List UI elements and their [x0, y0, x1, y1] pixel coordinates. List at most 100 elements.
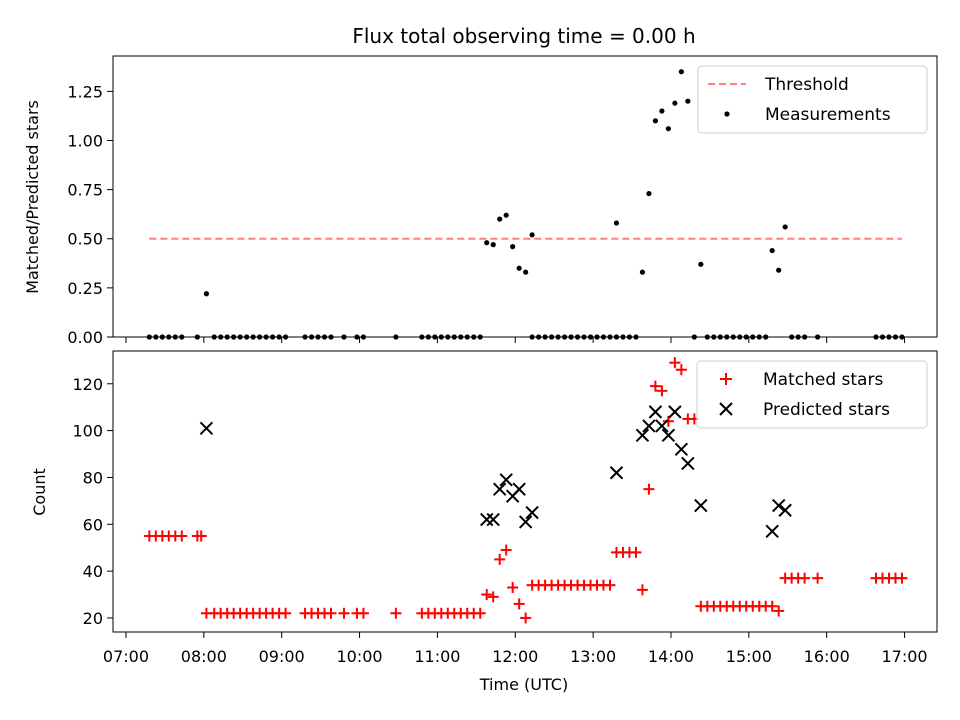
matched-stars-point: [481, 589, 493, 601]
measurement-point: [244, 334, 250, 340]
measurement-point: [360, 334, 367, 340]
measurement-point: [542, 334, 548, 340]
legend-measurements-swatch: [724, 111, 730, 117]
legend-predicted-swatch: [719, 402, 733, 416]
measurement-point: [665, 126, 671, 132]
y-tick-label: 1.00: [67, 131, 103, 150]
measurement-point: [218, 334, 224, 340]
matched-stars-point: [338, 607, 350, 619]
measurement-point: [626, 334, 633, 340]
matched-stars-point: [669, 357, 681, 369]
measurement-point: [231, 334, 237, 340]
predicted-stars-point: [512, 482, 526, 496]
measurement-point: [717, 334, 723, 340]
measurement-point: [678, 69, 684, 75]
top-panel-frame: [112, 55, 938, 338]
matched-stars-point: [766, 600, 778, 612]
measurement-point: [282, 334, 289, 340]
matched-stars-point: [675, 364, 687, 376]
predicted-stars-point: [694, 498, 708, 513]
measurement-point: [652, 118, 659, 124]
measurement-point: [510, 244, 516, 250]
measurement-point: [620, 334, 626, 340]
x-tick-label: 09:00: [259, 647, 305, 666]
measurement-point: [438, 334, 444, 340]
measurement-point: [795, 334, 801, 340]
legend-predicted-label: Predicted stars: [763, 400, 890, 420]
measurement-point: [166, 334, 172, 340]
measurement-point: [613, 334, 620, 340]
matched-stars-point: [630, 546, 642, 558]
matched-stars-point: [390, 607, 402, 619]
bottom-y-ticks: 20 40 60 80 100 120: [72, 375, 113, 628]
measurement-point: [302, 334, 308, 340]
matched-stars-point: [656, 385, 668, 397]
matched-stars-point: [520, 612, 532, 624]
measurement-point: [432, 334, 438, 340]
measurement-point: [899, 334, 905, 340]
measurement-point: [523, 269, 529, 275]
predicted-stars-point: [655, 419, 669, 433]
measurement-point: [600, 334, 607, 340]
measurement-point: [250, 334, 256, 340]
measurement-point: [270, 334, 276, 340]
measurement-point: [484, 240, 490, 246]
predicted-stars-point: [525, 505, 539, 520]
matched-stars-point: [176, 530, 188, 542]
top-plot-area: [146, 69, 905, 340]
matched-stars-point: [799, 572, 811, 584]
top-y-ticks: 0.00 0.25 0.50 0.75 1.00 1.25: [67, 82, 113, 347]
measurement-point: [815, 334, 821, 340]
measurement-point: [763, 334, 769, 340]
matched-stars-point: [643, 483, 655, 495]
top-legend-frame: [697, 65, 928, 134]
measurement-point: [529, 334, 535, 340]
matched-stars-point: [662, 415, 674, 427]
measurement-point: [516, 265, 522, 271]
bottom-panel: 20 40 60 80 100 120 07:00 08:00 09:00 10:00 11:00…: [30, 350, 938, 666]
measurement-point: [203, 291, 210, 297]
predicted-stars-point: [681, 456, 695, 471]
measurement-point: [879, 334, 886, 340]
measurement-point: [354, 334, 360, 340]
y-tick-label: 0.25: [67, 279, 103, 298]
measurement-point: [737, 334, 743, 340]
measurement-point: [886, 334, 892, 340]
predicted-stars-point: [661, 428, 676, 443]
y-tick-label: 60: [83, 515, 103, 534]
x-tick-label: 07:00: [103, 647, 149, 666]
measurement-point: [341, 334, 347, 340]
measurement-point: [321, 334, 328, 340]
measurement-point: [425, 334, 431, 340]
measurement-point: [237, 334, 243, 340]
measurement-point: [672, 100, 678, 106]
matched-stars-point: [507, 582, 519, 594]
measurement-point: [659, 108, 665, 114]
predicted-stars-point: [771, 498, 786, 513]
measurement-point: [451, 334, 457, 340]
measurement-point: [490, 242, 496, 248]
y-tick-label: 120: [72, 375, 103, 394]
measurement-point: [704, 334, 710, 340]
x-tick-label: 12:00: [492, 647, 538, 666]
y-tick-label: 0.00: [67, 328, 103, 347]
matched-stars-point: [500, 544, 512, 556]
matched-stars-point: [513, 598, 525, 610]
measurement-point: [581, 334, 587, 340]
measurement-point: [477, 334, 483, 340]
top-y-axis-label: Matched/Predicted stars: [23, 100, 42, 294]
measurement-point: [633, 334, 639, 340]
x-tick-label: 08:00: [181, 647, 227, 666]
matched-stars-point: [773, 605, 785, 617]
top-legend: Threshold Measurements: [697, 65, 928, 134]
measurement-point: [724, 334, 730, 340]
x-tick-label: 10:00: [336, 647, 382, 666]
measurement-point: [730, 334, 736, 340]
y-tick-label: 1.25: [67, 82, 103, 101]
measurement-point: [445, 334, 451, 340]
matched-stars-point: [280, 607, 292, 619]
x-tick-label: 17:00: [882, 647, 928, 666]
y-tick-label: 40: [83, 562, 103, 581]
measurement-point: [769, 247, 775, 254]
